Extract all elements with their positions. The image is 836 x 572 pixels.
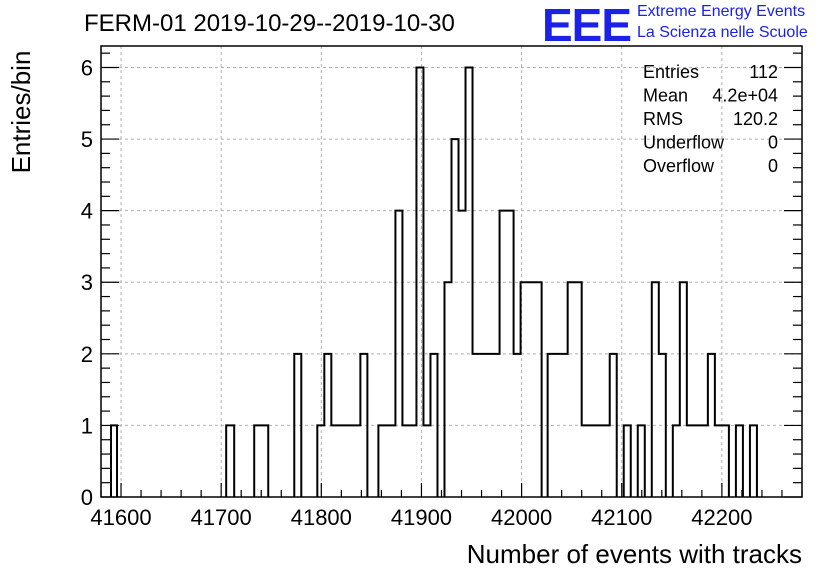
histogram-bin: 41999-42020: 3	[521, 282, 542, 497]
histogram-bin: 41733-41747: 1	[254, 425, 268, 497]
histogram-bin: 41937-41944: 4	[459, 211, 466, 497]
histogram-bin: 42116-42123: 1	[638, 425, 645, 497]
histogram-bin: 41909-41916: 2	[430, 354, 437, 497]
stats-value: 0	[768, 133, 778, 153]
stats-value: 120.2	[733, 109, 778, 129]
histogram-bin: 42026-42046: 2	[548, 354, 568, 497]
histogram-bin: 41874-41881: 4	[395, 211, 402, 497]
histogram-bin: 41895-41902: 6	[416, 67, 423, 497]
histogram-bin: 41857-41874: 1	[378, 425, 395, 497]
x-tick-label: 41700	[191, 505, 252, 530]
histogram-bin: 41590-41596: 1	[111, 425, 117, 497]
y-axis: 0 1 2 3 4 5 6	[81, 52, 802, 510]
chart-title: FERM-01 2019-10-29--2019-10-30	[84, 10, 455, 37]
eee-logo-mark: EEE	[542, 0, 632, 51]
histogram-bin: 42214-42221: 1	[736, 425, 743, 497]
histogram-bin: 41705-41713: 1	[226, 425, 234, 497]
histogram-bin: 41839-41846: 2	[360, 354, 367, 497]
x-tick-label: 41900	[391, 505, 452, 530]
y-tick-label: 2	[81, 342, 93, 367]
y-tick-label: 4	[81, 199, 93, 224]
histogram-bin: 41930-41937: 5	[452, 139, 459, 497]
x-tick-label: 41800	[291, 505, 352, 530]
histogram-bin: 41978-41992: 4	[500, 211, 514, 497]
stats-label: Underflow	[643, 133, 725, 153]
histogram-bin: 41902-41909: 1	[423, 425, 430, 497]
stats-label: Entries	[643, 62, 699, 82]
x-axis: 41600 41700 41800 41900 42000 42100 42200	[90, 483, 803, 530]
histogram-bin: 42165-42186: 1	[687, 425, 708, 497]
histogram-bin: 42228-42235: 1	[750, 425, 757, 497]
histogram-bin: 42102-42109: 1	[624, 425, 631, 497]
y-tick-label: 5	[81, 127, 93, 152]
histogram-bin: 42130-42137: 3	[652, 282, 659, 497]
y-tick-label: 3	[81, 270, 93, 295]
stats-value: 0	[768, 156, 778, 176]
stats-box: Entries 112 Mean 4.2e+04 RMS 120.2 Underflow 0 O…	[643, 62, 778, 176]
histogram-bin: 41923-41930: 3	[444, 282, 451, 497]
stats-label: RMS	[643, 109, 683, 129]
y-tick-label: 1	[81, 413, 93, 438]
histogram-bin: 41810-41839: 1	[331, 425, 360, 497]
histogram-bin: 42186-42193: 2	[708, 354, 715, 497]
histogram-bin: 41944-41951: 6	[466, 67, 473, 497]
eee-logo-line1: Extreme Energy Events	[637, 3, 806, 20]
histogram-bin: 42137-42144: 2	[659, 354, 666, 497]
y-tick-label: 0	[81, 485, 93, 510]
x-axis-label: Number of events with tracks	[467, 539, 802, 569]
histogram-bin: 42046-42060: 3	[568, 282, 582, 497]
histogram-bin: 41992-41999: 2	[514, 354, 521, 497]
histogram-bin: 41881-41895: 1	[402, 425, 416, 497]
histogram-bin: 42060-42088: 1	[582, 425, 610, 497]
x-tick-label: 42000	[491, 505, 552, 530]
y-axis-label: Entries/bin	[6, 51, 36, 174]
stats-value: 4.2e+04	[712, 86, 778, 106]
histogram-bin: 42158-42165: 3	[680, 282, 687, 497]
histogram-bin: 42088-42095: 2	[610, 354, 617, 497]
histogram-bin: 42151-42158: 1	[673, 425, 680, 497]
x-tick-label: 42200	[691, 505, 752, 530]
stats-label: Mean	[643, 86, 688, 106]
plot-frame	[100, 45, 803, 498]
y-tick-label: 6	[81, 55, 93, 80]
stats-label: Overflow	[643, 156, 715, 176]
histogram-bin: 41951-41978: 2	[473, 354, 500, 497]
x-tick-label: 42100	[591, 505, 652, 530]
histogram-bin: 41773-41780: 2	[294, 354, 301, 497]
eee-logo: EEE Extreme Energy Events La Scienza nel…	[542, 0, 832, 51]
eee-logo-line2: La Scienza nelle Scuole	[637, 24, 808, 41]
x-tick-label: 41600	[90, 505, 151, 530]
histogram-bin: 41803-41810: 2	[324, 354, 331, 497]
stats-value: 112	[749, 62, 778, 82]
